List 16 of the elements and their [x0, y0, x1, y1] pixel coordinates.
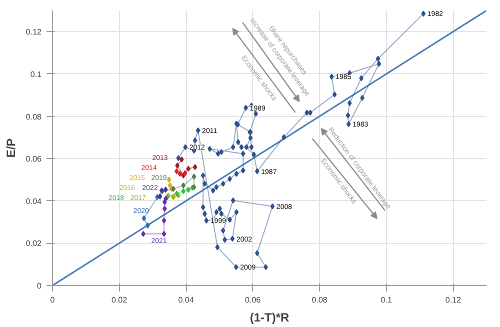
x-tick-label: 0.08	[312, 296, 328, 304]
y-tick-label: 0.04	[26, 196, 42, 206]
x-tick-label: 0.12	[445, 296, 462, 304]
y-tick-label: 0.1	[30, 70, 42, 79]
x-tick-label: 0.1	[380, 296, 392, 304]
y-tick-label: 0.12	[26, 28, 42, 37]
y-tick-label: 0	[37, 282, 42, 290]
x-axis-title: (1-T)*R	[250, 310, 290, 324]
x-tick-label: 0.02	[111, 296, 128, 304]
x-tick-label: 0.06	[245, 296, 262, 304]
x-tick-label: 0.04	[178, 296, 194, 304]
y-tick-label: 0.06	[26, 154, 42, 164]
y-axis-title: E/P	[4, 138, 18, 158]
y-tick-label: 0.02	[26, 239, 42, 248]
x-tick-label: 0	[50, 296, 56, 304]
y-tick-label: 0.08	[26, 112, 42, 122]
